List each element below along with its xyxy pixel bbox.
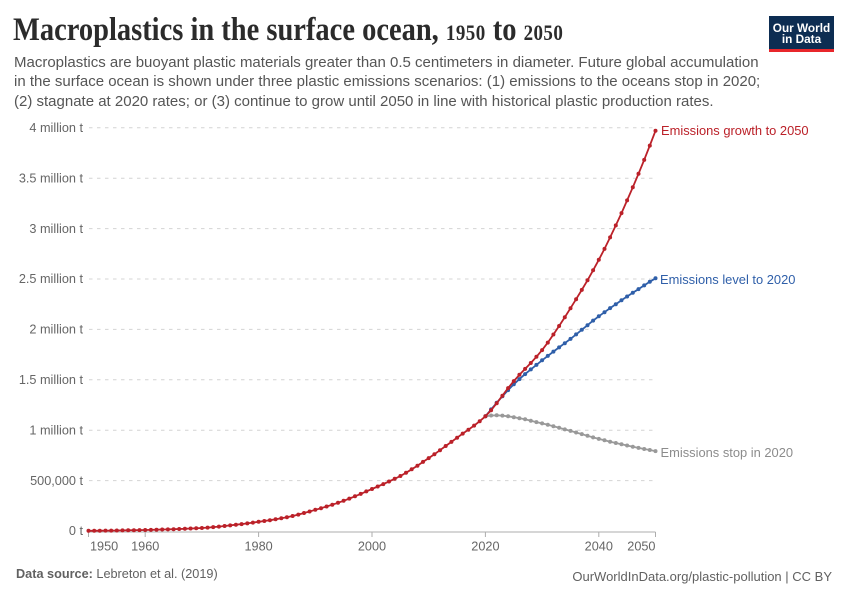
svg-text:2000: 2000 bbox=[358, 540, 386, 554]
svg-text:2020: 2020 bbox=[471, 540, 499, 554]
svg-text:1.5 million t: 1.5 million t bbox=[19, 373, 84, 387]
svg-text:Emissions level to 2020: Emissions level to 2020 bbox=[660, 272, 795, 287]
svg-text:Emissions stop in 2020: Emissions stop in 2020 bbox=[661, 445, 794, 460]
svg-text:2 million t: 2 million t bbox=[29, 323, 83, 337]
svg-text:4 million t: 4 million t bbox=[29, 121, 83, 135]
svg-text:3.5 million t: 3.5 million t bbox=[19, 171, 84, 185]
svg-text:Emissions growth to 2050: Emissions growth to 2050 bbox=[661, 123, 809, 138]
svg-text:1 million t: 1 million t bbox=[29, 423, 83, 437]
svg-text:0 t: 0 t bbox=[69, 524, 84, 538]
svg-text:1980: 1980 bbox=[244, 540, 272, 554]
svg-text:2050: 2050 bbox=[627, 540, 655, 554]
svg-text:2040: 2040 bbox=[585, 540, 613, 554]
svg-text:2.5 million t: 2.5 million t bbox=[19, 272, 84, 286]
svg-text:3 million t: 3 million t bbox=[29, 222, 83, 236]
svg-text:500,000 t: 500,000 t bbox=[30, 474, 83, 488]
svg-text:1960: 1960 bbox=[131, 540, 159, 554]
svg-text:1950: 1950 bbox=[90, 540, 118, 554]
